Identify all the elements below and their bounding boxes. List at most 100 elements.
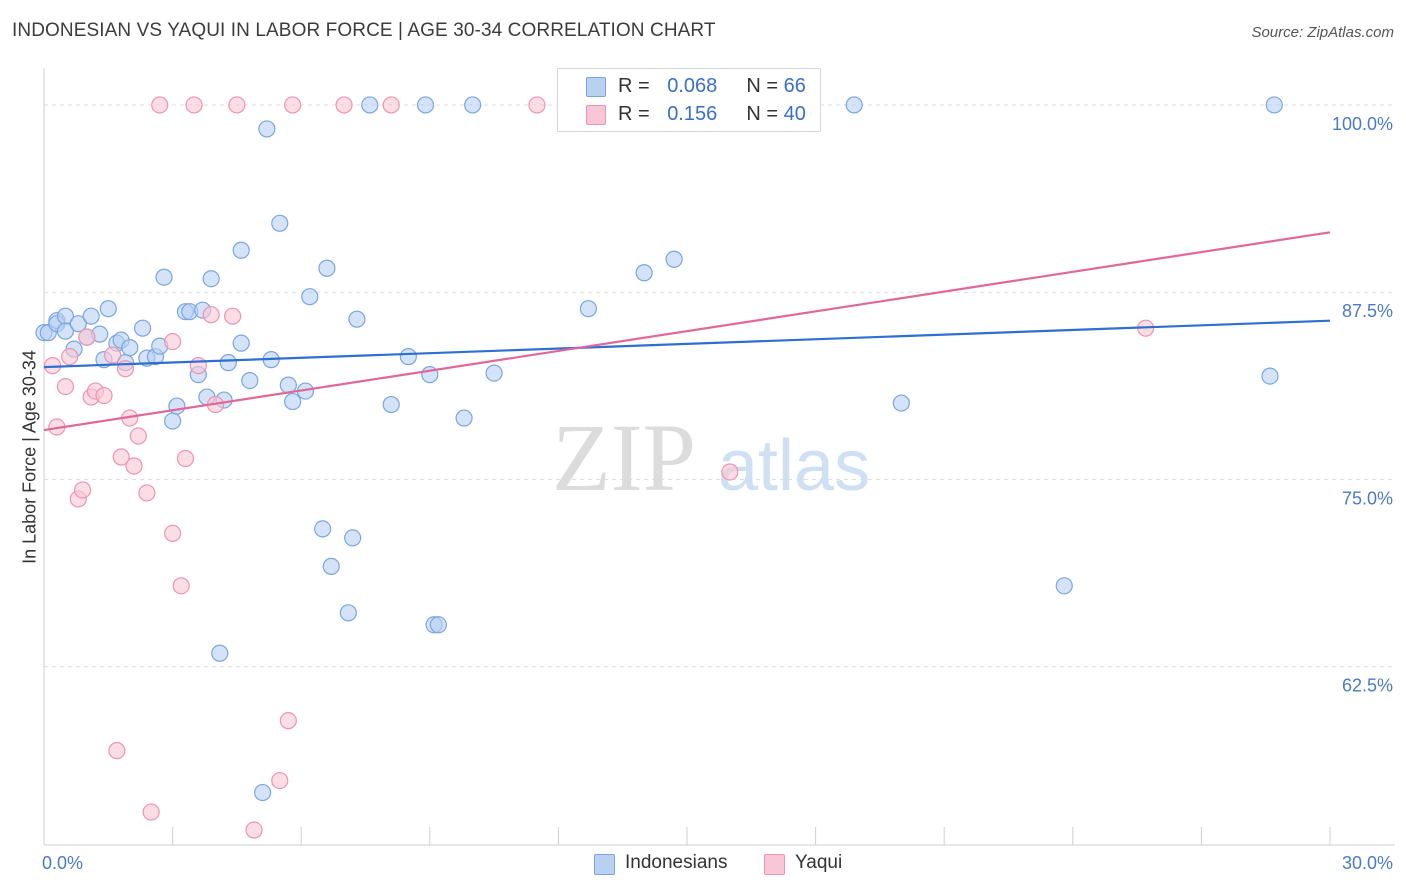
chart-title: INDONESIAN VS YAQUI IN LABOR FORCE | AGE… (12, 20, 716, 41)
point-indonesians-60 (579, 300, 598, 318)
point-indonesians-47 (339, 604, 357, 622)
point-indonesians-30 (211, 644, 229, 662)
legend-swatch-yaqui (764, 854, 785, 875)
point-yaqui-12 (112, 448, 130, 466)
indonesians-n-value: 66 (783, 75, 806, 97)
point-yaqui-19 (151, 96, 169, 114)
point-indonesians-17 (133, 319, 152, 337)
yaqui-r-label: R = (618, 103, 650, 125)
indonesians-swatch (586, 77, 606, 97)
yaqui-n-label: N = (746, 103, 779, 125)
axes (43, 68, 1395, 846)
point-yaqui-20 (164, 333, 182, 351)
point-indonesians-39 (271, 214, 289, 232)
point-yaqui-18 (142, 803, 160, 821)
point-yaqui-17 (138, 484, 156, 502)
point-indonesians-46 (322, 557, 340, 575)
legend-swatch-indonesians (594, 854, 615, 875)
point-yaqui-35 (382, 96, 400, 114)
point-indonesians-52 (399, 348, 417, 366)
trend-lines (43, 231, 1331, 432)
watermark: ZIP atlas (552, 404, 870, 511)
point-indonesians-35 (241, 371, 259, 390)
tick-labels: 100.0% 87.5% 75.0% 62.5% 0.0% 30.0% (42, 114, 1393, 873)
point-indonesians-48 (344, 529, 362, 547)
point-indonesians-58 (464, 96, 482, 114)
point-indonesians-59 (485, 364, 503, 382)
point-yaqui-15 (125, 457, 143, 475)
trend-line-indonesians (43, 319, 1331, 369)
point-indonesians-5 (56, 322, 75, 340)
indonesians-r-label: R = (618, 75, 650, 97)
x-tick-label-0: 0.0% (42, 853, 83, 873)
yaqui-swatch (586, 105, 606, 125)
point-indonesians-62 (665, 250, 683, 268)
point-indonesians-67 (1261, 367, 1279, 385)
point-yaqui-34 (335, 96, 353, 114)
point-yaqui-36 (528, 96, 546, 114)
point-yaqui-32 (279, 712, 297, 730)
point-indonesians-49 (348, 310, 366, 328)
y-tick-label-1: 87.5% (1342, 301, 1393, 321)
point-yaqui-31 (271, 771, 289, 790)
point-indonesians-41 (284, 392, 302, 411)
point-indonesians-9 (82, 307, 100, 325)
point-yaqui-22 (172, 577, 190, 595)
point-indonesians-66 (1265, 96, 1283, 114)
yaqui-n-value: 40 (783, 103, 806, 125)
point-yaqui-5 (73, 481, 92, 499)
point-indonesians-50 (361, 96, 379, 114)
point-yaqui-3 (61, 348, 79, 366)
point-yaqui-16 (129, 427, 147, 445)
legend-label-yaqui: Yaqui (795, 852, 843, 873)
source-credit: Source: ZipAtlas.com (1251, 24, 1394, 41)
point-indonesians-7 (69, 315, 87, 333)
point-indonesians-22 (164, 412, 182, 430)
point-indonesians-51 (382, 395, 400, 414)
point-indonesians-16 (121, 339, 139, 357)
point-yaqui-9 (95, 386, 113, 405)
point-indonesians-44 (314, 520, 332, 538)
point-indonesians-29 (202, 270, 220, 288)
point-indonesians-53 (416, 96, 435, 114)
point-yaqui-30 (245, 821, 263, 839)
point-yaqui-29 (228, 96, 246, 114)
y-tick-label-0: 100.0% (1332, 114, 1393, 134)
point-yaqui-2 (56, 377, 75, 396)
y-tick-label-2: 75.0% (1342, 488, 1393, 508)
point-indonesians-32 (219, 354, 237, 372)
stats-legend: R = 0.068 N = 66 R = 0.156 N = 40 (557, 68, 821, 132)
yaqui-r-value: 0.156 (667, 103, 718, 125)
point-indonesians-23 (168, 397, 186, 415)
point-indonesians-45 (318, 259, 336, 277)
point-indonesians-37 (258, 120, 276, 138)
point-yaqui-6 (78, 328, 96, 346)
point-indonesians-34 (232, 241, 250, 259)
point-indonesians-43 (301, 288, 319, 306)
point-yaqui-11 (108, 742, 126, 760)
y-tick-label-3: 62.5% (1342, 676, 1393, 696)
point-yaqui-37 (721, 463, 739, 481)
point-yaqui-10 (103, 346, 122, 364)
point-indonesians-57 (455, 409, 473, 427)
point-indonesians-64 (892, 394, 910, 412)
indonesians-n-label: N = (746, 75, 779, 97)
point-yaqui-25 (189, 357, 207, 375)
x-tick-label-1: 30.0% (1342, 853, 1393, 873)
point-yaqui-23 (176, 449, 195, 468)
point-yaqui-24 (185, 96, 203, 114)
point-yaqui-26 (202, 306, 220, 324)
point-yaqui-28 (224, 307, 242, 325)
point-yaqui-33 (284, 96, 302, 114)
point-indonesians-61 (635, 264, 653, 282)
point-indonesians-56 (429, 616, 447, 634)
trend-line-yaqui (43, 231, 1331, 432)
point-indonesians-33 (232, 334, 250, 352)
point-indonesians-63 (845, 96, 863, 114)
legend-label-indonesians: Indonesians (625, 852, 728, 873)
watermark-zip: ZIP (552, 404, 696, 511)
point-indonesians-65 (1055, 577, 1073, 595)
point-indonesians-12 (99, 300, 117, 318)
point-indonesians-21 (155, 268, 173, 286)
